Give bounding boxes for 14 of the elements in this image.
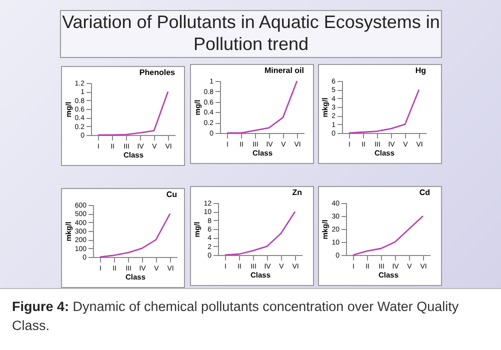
line-series	[226, 80, 298, 134]
chart-title: Hg	[415, 66, 426, 75]
chart-title: Phenoles	[139, 68, 176, 77]
line-series	[224, 210, 296, 256]
text: Variation of Pollutants in Aquatic Ecosystems in Pollution trend	[60, 10, 442, 58]
chart-title: Mineral oil	[264, 66, 304, 75]
text: Figure 4: Dynamic of chemical pollutants concentration over Water Quality Class.	[12, 299, 459, 333]
chart-title: Cu	[166, 190, 178, 199]
line-series	[352, 215, 424, 256]
chart-title: Zn	[292, 188, 302, 197]
line-series	[348, 88, 420, 134]
line-series	[97, 90, 169, 136]
chart-title: Cd	[419, 188, 430, 197]
line-series	[99, 212, 171, 258]
